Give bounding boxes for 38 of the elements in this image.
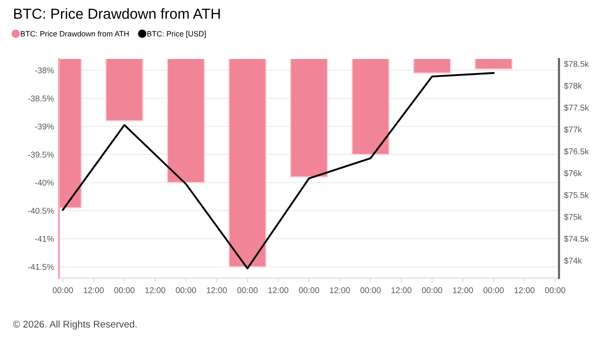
y2-tick-label: $77.5k bbox=[564, 104, 589, 112]
y-tick-label: -38% bbox=[35, 67, 54, 74]
y2-tick-label: $76.5k bbox=[564, 148, 589, 155]
x-tick-label: 12:00 bbox=[206, 287, 227, 294]
y2-tick-label: $74k bbox=[564, 257, 582, 264]
y2-tick-label: $76k bbox=[564, 170, 582, 177]
y2-tick-label: $77k bbox=[564, 126, 582, 133]
y2-tick-label: $74.5k bbox=[564, 236, 589, 242]
text: © 2026. All Rights Reserved. bbox=[13, 320, 137, 330]
x-tick-label: 12:00 bbox=[514, 287, 534, 294]
chart-title: BTC: Price Drawdown from ATH bbox=[14, 8, 220, 19]
x-tick-label: 12:00 bbox=[145, 287, 166, 294]
x-tick-label: 12:00 bbox=[392, 287, 412, 294]
y-tick-label: -40.5% bbox=[28, 208, 54, 214]
line-series bbox=[62, 72, 495, 270]
x-tick-label: 00:00 bbox=[176, 287, 196, 294]
y2-tick-label: $75.5k bbox=[564, 192, 589, 199]
y-tick-label: -41% bbox=[35, 236, 54, 242]
x-tick-label: 00:00 bbox=[360, 287, 381, 294]
y-tick-label: -40% bbox=[35, 180, 54, 186]
x-tick-label: 12:00 bbox=[84, 287, 104, 294]
x-tick-label: 00:00 bbox=[298, 287, 320, 294]
y2-tick-label: $75k bbox=[564, 214, 582, 220]
x-tick-label: 12:00 bbox=[268, 287, 288, 294]
y-tick-label: -38.5% bbox=[28, 96, 54, 102]
x-tick-label: 00:00 bbox=[484, 287, 504, 294]
x-tick-label: 00:00 bbox=[237, 287, 258, 294]
x-tick-label: 12:00 bbox=[453, 287, 473, 294]
y-tick-label: -41.5% bbox=[28, 264, 54, 270]
x-tick-label: 00:00 bbox=[114, 287, 134, 294]
y-tick-label: -39% bbox=[35, 124, 54, 130]
x-tick-label: 00:00 bbox=[52, 287, 73, 294]
y2-tick-label: $78k bbox=[564, 82, 582, 90]
y2-tick-label: $78.5k bbox=[564, 60, 589, 68]
y-tick-label: -39.5% bbox=[28, 152, 54, 158]
x-tick-label: 00:00 bbox=[545, 287, 566, 294]
x-tick-label: 00:00 bbox=[422, 287, 442, 294]
x-tick-label: 12:00 bbox=[330, 287, 350, 294]
